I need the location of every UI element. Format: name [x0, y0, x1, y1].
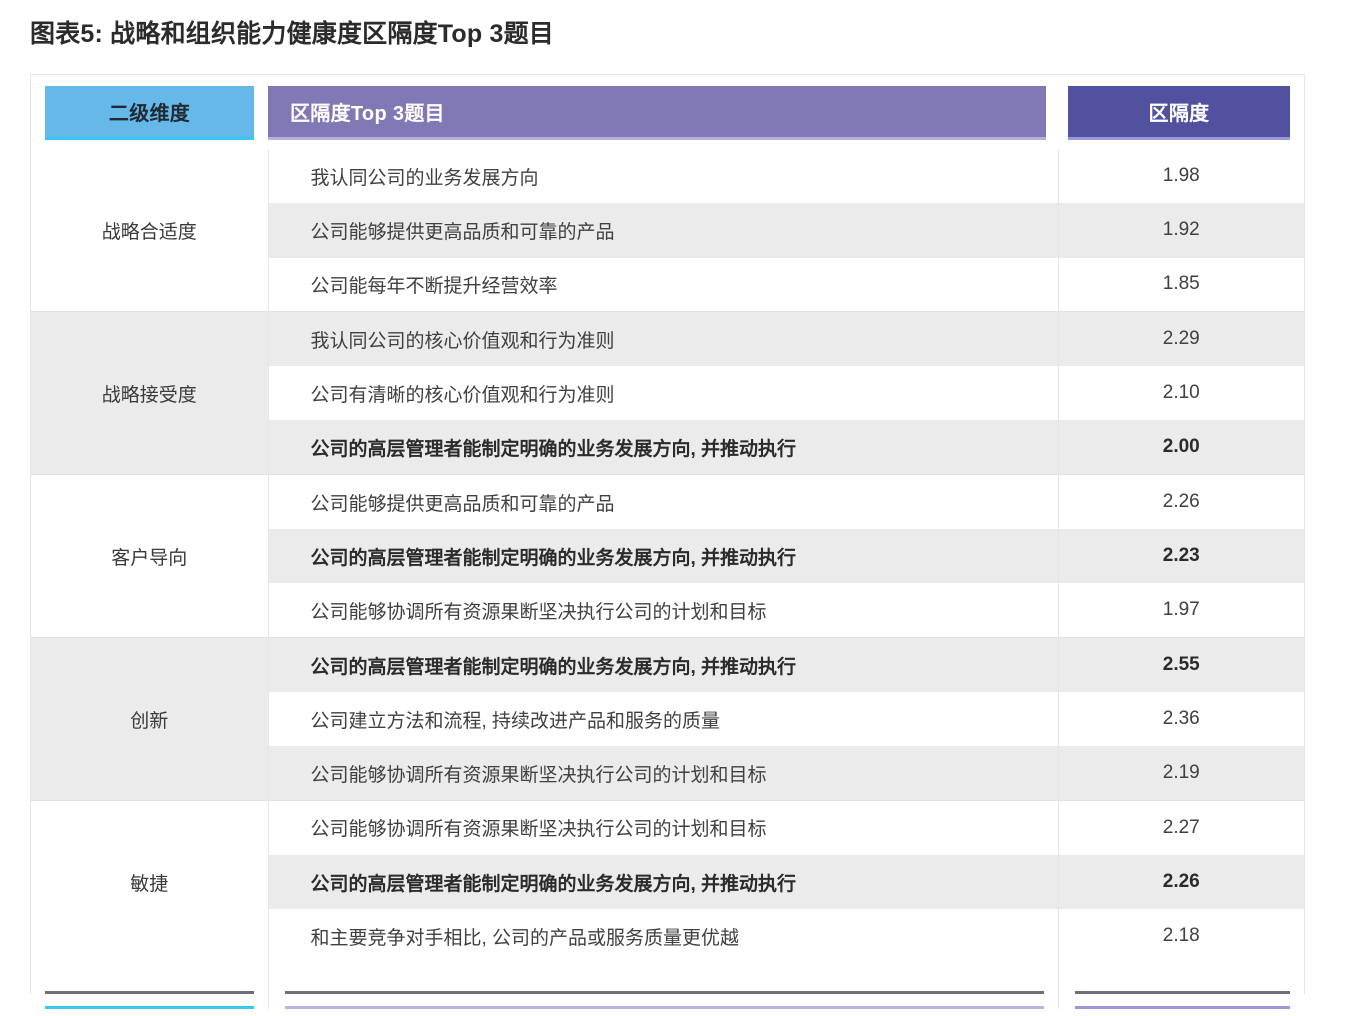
score-cell-highlighted: 2.00 [1057, 420, 1304, 475]
item-cell: 我认同公司的核心价值观和行为准则 [267, 311, 1058, 367]
score-cell: 1.85 [1057, 257, 1304, 312]
page-title: 图表5: 战略和组织能力健康度区隔度Top 3题目 [30, 20, 554, 48]
dimension-cell: 战略接受度 [31, 311, 268, 475]
table-row: 敏捷 公司能够协调所有资源果断坚决执行公司的计划和目标 2.27 [31, 800, 1304, 964]
score-cell-highlighted: 2.26 [1057, 854, 1304, 910]
dimension-cell: 敏捷 [31, 800, 268, 964]
score-cell: 2.36 [1057, 691, 1304, 747]
table-body: 战略合适度 我认同公司的业务发展方向 1.98 公司能够提供更高品质和可靠的产品… [31, 149, 1305, 1010]
accent-bar-cyan [45, 1006, 254, 1010]
dimension-cell: 战略合适度 [31, 149, 268, 312]
score-cell: 2.29 [1057, 311, 1304, 367]
score-cell: 1.97 [1057, 583, 1304, 638]
header-row: 二级维度 区隔度Top 3题目 区隔度 [31, 75, 1304, 149]
discrimination-table: 二级维度 区隔度Top 3题目 区隔度 战略合适度 我认同公司的业务发展方向 1… [31, 75, 1305, 1010]
accent-bar-gray [269, 991, 1058, 1010]
table-row: 公司能每年不断提升经营效率 1.85 [31, 257, 1304, 312]
table-row: 公司能够提供更高品质和可靠的产品 1.92 [31, 203, 1304, 258]
score-cell-highlighted: 2.55 [1057, 637, 1304, 692]
header-label-score: 区隔度 [1068, 86, 1290, 140]
table-row: 客户导向 公司能够提供更高品质和可靠的产品 2.26 [31, 474, 1304, 638]
score-cell: 2.26 [1057, 474, 1304, 530]
item-cell: 我认同公司的业务发展方向 [267, 149, 1058, 204]
table-row: 战略接受度 我认同公司的核心价值观和行为准则 2.29 [31, 311, 1304, 475]
item-cell: 公司有清晰的核心价值观和行为准则 [267, 366, 1058, 421]
item-cell-highlighted: 公司的高层管理者能制定明确的业务发展方向, 并推动执行 [267, 529, 1058, 584]
table-row: 公司有清晰的核心价值观和行为准则 2.10 [31, 366, 1304, 421]
score-cell: 1.92 [1057, 203, 1304, 258]
item-cell: 和主要竞争对手相比, 公司的产品或服务质量更优越 [267, 909, 1058, 964]
accent-bar-gray [31, 991, 268, 1010]
score-cell: 1.98 [1057, 149, 1304, 204]
score-cell: 2.19 [1057, 746, 1304, 801]
table-row: 公司的高层管理者能制定明确的业务发展方向, 并推动执行 2.00 [31, 420, 1304, 475]
table-row: 公司建立方法和流程, 持续改进产品和服务的质量 2.36 [31, 691, 1304, 747]
dimension-cell: 客户导向 [31, 474, 268, 638]
item-cell: 公司建立方法和流程, 持续改进产品和服务的质量 [267, 691, 1058, 747]
footer-accent-item [267, 963, 1058, 1010]
score-cell: 2.10 [1057, 366, 1304, 421]
header-label-dimension: 二级维度 [45, 86, 254, 140]
accent-bar-lilac [284, 1006, 1044, 1010]
accent-bar-indigo [1074, 1006, 1290, 1010]
footer-accent-dimension [31, 963, 268, 1010]
header-label-item: 区隔度Top 3题目 [268, 86, 1046, 140]
score-cell: 2.27 [1057, 800, 1304, 855]
dimension-cell: 创新 [31, 637, 268, 801]
accent-bar-gray [1059, 991, 1305, 1010]
table-row: 公司的高层管理者能制定明确的业务发展方向, 并推动执行 2.23 [31, 529, 1304, 584]
item-cell: 公司能够提供更高品质和可靠的产品 [267, 203, 1058, 258]
item-cell-highlighted: 公司的高层管理者能制定明确的业务发展方向, 并推动执行 [267, 420, 1058, 475]
footer-accent-score [1057, 963, 1305, 1010]
item-cell: 公司能够协调所有资源果断坚决执行公司的计划和目标 [267, 583, 1058, 638]
score-cell-highlighted: 2.23 [1057, 529, 1304, 584]
table-footer-accents [31, 963, 1305, 1010]
item-cell: 公司能够协调所有资源果断坚决执行公司的计划和目标 [267, 746, 1058, 801]
table-row: 公司能够协调所有资源果断坚决执行公司的计划和目标 1.97 [31, 583, 1304, 638]
score-cell: 2.18 [1057, 909, 1304, 964]
table-row: 公司能够协调所有资源果断坚决执行公司的计划和目标 2.19 [31, 746, 1304, 801]
data-table-frame: 二级维度 区隔度Top 3题目 区隔度 战略合适度 我认同公司的业务发展方向 1… [30, 74, 1305, 1010]
item-cell-highlighted: 公司的高层管理者能制定明确的业务发展方向, 并推动执行 [267, 637, 1058, 692]
header-cell-score: 区隔度 [1058, 75, 1304, 149]
item-cell: 公司能够提供更高品质和可靠的产品 [267, 474, 1058, 530]
table-row: 创新 公司的高层管理者能制定明确的业务发展方向, 并推动执行 2.55 [31, 637, 1304, 801]
table-row: 战略合适度 我认同公司的业务发展方向 1.98 [31, 149, 1304, 312]
table-header: 二级维度 区隔度Top 3题目 区隔度 [31, 75, 1304, 149]
header-cell-item: 区隔度Top 3题目 [268, 75, 1058, 149]
item-cell: 公司能每年不断提升经营效率 [267, 257, 1058, 312]
table-row: 公司的高层管理者能制定明确的业务发展方向, 并推动执行 2.26 [31, 854, 1304, 910]
item-cell-highlighted: 公司的高层管理者能制定明确的业务发展方向, 并推动执行 [267, 854, 1058, 910]
item-cell: 公司能够协调所有资源果断坚决执行公司的计划和目标 [267, 800, 1058, 855]
table-row: 和主要竞争对手相比, 公司的产品或服务质量更优越 2.18 [31, 909, 1304, 964]
header-cell-dimension: 二级维度 [31, 75, 268, 149]
